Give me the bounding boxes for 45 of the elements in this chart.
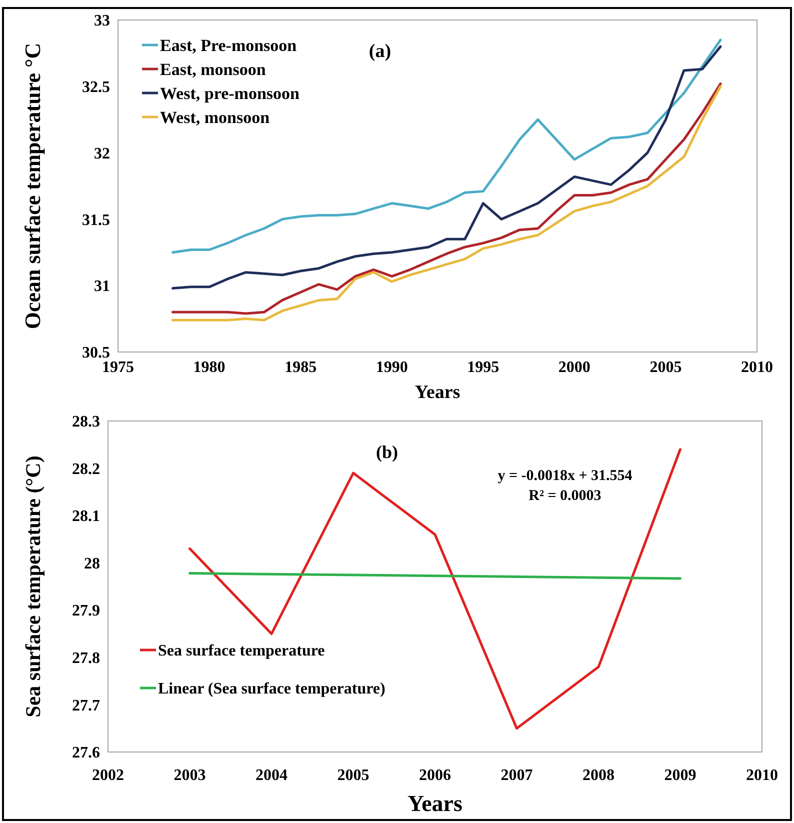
x-tick-label: 2007 — [500, 767, 533, 784]
x-tick-label: 2005 — [650, 359, 682, 376]
y-tick-label: 31.5 — [82, 212, 110, 229]
x-axis-title: Years — [408, 791, 463, 816]
legend-label: East, monsoon — [160, 60, 266, 79]
x-tick-label: 2009 — [664, 767, 696, 784]
y-tick-label: 31 — [94, 278, 110, 296]
annotation: y = -0.0018x + 31.554 — [498, 468, 633, 484]
x-tick-label: 2002 — [92, 767, 124, 784]
y-tick-label: 28 — [84, 555, 100, 572]
x-tick-label: 1985 — [284, 359, 317, 376]
x-tick-label: 1975 — [102, 359, 134, 376]
x-tick-label: 2008 — [582, 767, 614, 784]
x-tick-label: 1990 — [376, 359, 408, 376]
text: (a) — [368, 41, 392, 62]
x-tick-label: 2005 — [337, 767, 370, 784]
x-tick-label: 2004 — [256, 767, 288, 784]
annotation: R² = 0.0003 — [528, 488, 602, 504]
x-tick-label: 2010 — [746, 767, 778, 784]
y-tick-label: 27.8 — [72, 650, 100, 668]
text: (b) — [376, 442, 398, 462]
x-tick-label: 1995 — [467, 359, 500, 376]
y-tick-label: 33 — [94, 12, 110, 30]
y-axis-title: Sea surface temperature (°C) — [21, 456, 45, 718]
x-tick-label: 2010 — [741, 359, 773, 376]
legend-label: West, pre-monsoon — [160, 84, 300, 103]
y-tick-label: 27.9 — [72, 602, 100, 620]
y-tick-label: 27.6 — [72, 744, 100, 762]
y-tick-label: 28.2 — [72, 460, 100, 478]
legend-label: Sea surface temperature — [158, 642, 325, 660]
y-tick-label: 28.3 — [72, 414, 100, 431]
y-tick-label: 32.5 — [82, 79, 110, 96]
x-tick-label: 2003 — [174, 767, 206, 784]
y-axis-title: Ocean surface temperature °C — [20, 42, 45, 330]
legend-label: West, monsoon — [160, 108, 270, 127]
legend-label: East, Pre-monsoon — [160, 36, 298, 55]
x-tick-label: 2006 — [419, 767, 451, 784]
x-axis-title: Years — [414, 382, 460, 403]
legend-label: Linear (Sea surface temperature) — [158, 680, 386, 698]
y-tick-label: 28.1 — [72, 508, 100, 526]
y-tick-label: 30.5 — [82, 344, 110, 362]
x-tick-label: 2000 — [558, 359, 590, 376]
y-tick-label: 27.7 — [72, 697, 100, 714]
y-tick-label: 32 — [94, 145, 110, 162]
x-tick-label: 1980 — [193, 359, 226, 376]
